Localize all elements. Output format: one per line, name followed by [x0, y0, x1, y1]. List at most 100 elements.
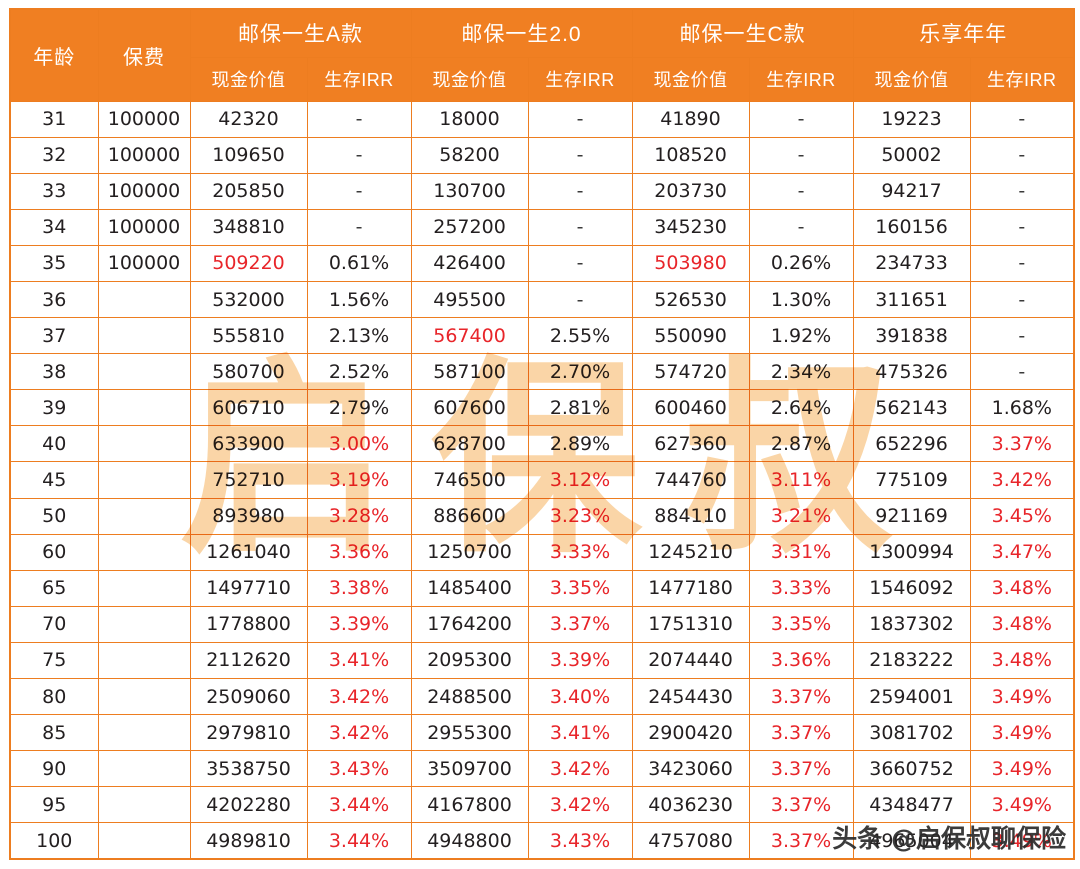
cell-age: 34 [9, 208, 99, 246]
cell-irr: 2.34% [748, 353, 854, 391]
cell-irr: 3.40% [527, 677, 633, 716]
cell-cash-value: 574720 [631, 353, 750, 391]
cell-premium [97, 786, 191, 824]
table-row: 75 2112620 3.41% 2095300 3.39% 2074440 3.36% 21… [9, 641, 1075, 680]
cell-cash-value: 1546092 [852, 569, 971, 607]
cell-cash-value: 426400 [410, 244, 529, 282]
cell-irr: 3.39% [527, 641, 633, 680]
cell-irr: 3.41% [527, 714, 633, 752]
cell-premium [97, 677, 191, 716]
cell-irr: 3.37% [748, 786, 854, 824]
cell-irr: 3.43% [306, 750, 412, 788]
cell-cash-value: 4202280 [189, 786, 308, 824]
cell-irr: 3.37% [748, 677, 854, 716]
table-row: 35 100000 509220 0.61% 426400-503980 0.26% 234… [9, 244, 1075, 282]
cell-cash-value: 3660752 [852, 750, 971, 788]
header-irr-1: 生存IRR [527, 56, 633, 102]
header-product-3: 乐享年年 [852, 8, 1075, 58]
cell-age: 75 [9, 641, 99, 680]
cell-irr: 3.35% [748, 605, 854, 643]
cell-cash-value: 2112620 [189, 641, 308, 680]
cell-cash-value: 1477180 [631, 569, 750, 607]
cell-premium [97, 641, 191, 680]
cell-irr: - [527, 244, 633, 282]
cell-irr: - [306, 208, 412, 246]
cell-irr: - [527, 136, 633, 174]
cell-cash-value: 550090 [631, 317, 750, 355]
cell-premium [97, 750, 191, 788]
cell-irr: - [969, 317, 1075, 355]
cell-premium [97, 533, 191, 571]
header-irr-3: 生存IRR [969, 56, 1075, 102]
cell-irr: 3.36% [748, 641, 854, 680]
cell-irr: 3.39% [306, 605, 412, 643]
cell-irr: 3.49% [969, 750, 1075, 788]
cell-irr: 3.37% [527, 605, 633, 643]
cell-irr: - [748, 172, 854, 210]
cell-age: 60 [9, 533, 99, 571]
cell-irr: 1.30% [748, 280, 854, 319]
table-row: 34 100000 348810-257200-345230-160156- [9, 208, 1075, 246]
cell-irr: - [969, 244, 1075, 282]
cell-irr: 3.44% [306, 822, 412, 860]
table-row: 90 3538750 3.43% 3509700 3.42% 3423060 3.37% 36… [9, 750, 1075, 788]
cell-cash-value: 600460 [631, 389, 750, 427]
cell-cash-value: 1300994 [852, 533, 971, 571]
cell-cash-value: 3081702 [852, 714, 971, 752]
cell-irr: 3.43% [527, 822, 633, 860]
table-body: 31 100000 42320-18000-41890-19223-32 100000… [9, 100, 1075, 860]
cell-cash-value: 746500 [410, 461, 529, 499]
cell-cash-value: 4167800 [410, 786, 529, 824]
cell-cash-value: 4036230 [631, 786, 750, 824]
cell-irr: 3.49% [969, 786, 1075, 824]
cell-irr: 2.81% [527, 389, 633, 427]
cell-cash-value: 1250700 [410, 533, 529, 571]
cell-age: 40 [9, 425, 99, 463]
cell-age: 50 [9, 497, 99, 535]
cell-irr: 3.36% [306, 533, 412, 571]
cell-cash-value: 109650 [189, 136, 308, 174]
table-row: 33 100000 205850-130700-203730-94217- [9, 172, 1075, 210]
cell-premium: 100000 [97, 172, 191, 210]
cell-cash-value: 587100 [410, 353, 529, 391]
cell-irr: 3.31% [748, 533, 854, 571]
table-row: 37 555810 2.13% 567400 2.55% 550090 1.92% 39183… [9, 317, 1075, 355]
header-cashvalue-0: 现金价值 [189, 56, 308, 102]
cell-irr: 3.42% [527, 750, 633, 788]
cell-cash-value: 2979810 [189, 714, 308, 752]
cell-age: 65 [9, 569, 99, 607]
cell-premium: 100000 [97, 100, 191, 138]
cell-cash-value: 345230 [631, 208, 750, 246]
table-row: 100 4989810 3.44% 4948800 3.43% 4757080 3.37% 4… [9, 822, 1075, 860]
cell-cash-value: 1485400 [410, 569, 529, 607]
cell-cash-value: 893980 [189, 497, 308, 535]
cell-irr: 3.38% [306, 569, 412, 607]
cell-cash-value: 50002 [852, 136, 971, 174]
cell-cash-value: 2955300 [410, 714, 529, 752]
cell-age: 31 [9, 100, 99, 138]
cell-age: 80 [9, 677, 99, 716]
cell-cash-value: 130700 [410, 172, 529, 210]
cell-age: 39 [9, 389, 99, 427]
cell-cash-value: 886600 [410, 497, 529, 535]
cell-cash-value: 921169 [852, 497, 971, 535]
cell-cash-value: 4948800 [410, 822, 529, 860]
table-row: 39 606710 2.79% 607600 2.81% 600460 2.64% 56214… [9, 389, 1075, 427]
cell-irr: - [306, 172, 412, 210]
cell-cash-value: 18000 [410, 100, 529, 138]
cell-irr: 2.13% [306, 317, 412, 355]
table-header: 年龄 保费 邮保一生A款 邮保一生2.0 邮保一生C款 乐享年年 现金价值 生存… [9, 8, 1075, 102]
cell-irr: 3.48% [969, 641, 1075, 680]
cell-cash-value: 607600 [410, 389, 529, 427]
cell-cash-value: 884110 [631, 497, 750, 535]
cell-premium: 100000 [97, 136, 191, 174]
cell-irr: 2.55% [527, 317, 633, 355]
cell-irr: - [527, 208, 633, 246]
cell-irr: 3.00% [306, 425, 412, 463]
cell-cash-value: 532000 [189, 280, 308, 319]
table-row: 40 633900 3.00% 628700 2.89% 627360 2.87% 65229… [9, 425, 1075, 463]
cell-irr: 3.28% [306, 497, 412, 535]
cell-irr: 3.42% [306, 714, 412, 752]
cell-irr: 0.61% [306, 244, 412, 282]
cell-cash-value: 205850 [189, 172, 308, 210]
